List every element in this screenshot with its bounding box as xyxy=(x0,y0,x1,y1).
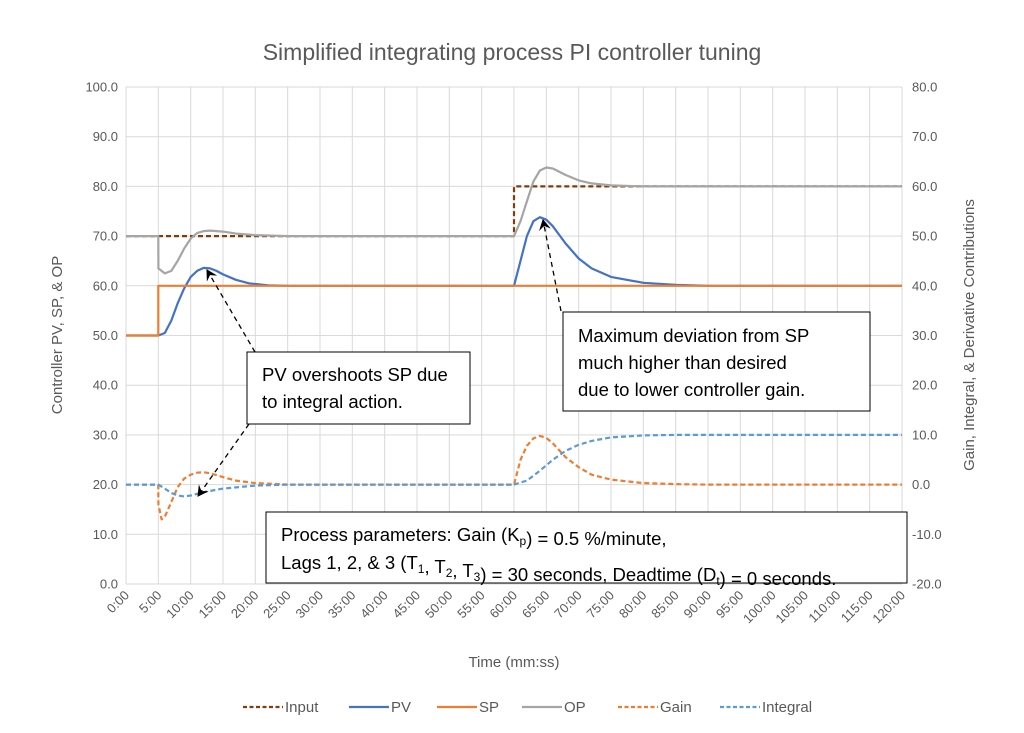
annotation-box xyxy=(265,511,908,584)
x-tick-label: 110:00 xyxy=(805,588,843,626)
chart-title: Simplified integrating process PI contro… xyxy=(263,39,762,65)
annotation-line: Process parameters: Gain (Kp) = 0.5 %/mi… xyxy=(281,524,667,549)
y2-tick-label: 20.0 xyxy=(912,378,937,393)
annotation-text: , T xyxy=(452,560,473,581)
legend-item-sp: SP xyxy=(437,699,499,716)
annotation-text: 3 xyxy=(474,570,481,584)
y-tick-label: 50.0 xyxy=(93,328,118,343)
y2-tick-label: 60.0 xyxy=(912,179,937,194)
annotation-text: 2 xyxy=(446,566,453,580)
annotation-params: Process parameters: Gain (Kp) = 0.5 %/mi… xyxy=(265,511,908,589)
annotation-line: due to lower controller gain. xyxy=(578,379,805,400)
y-tick-label: 70.0 xyxy=(93,229,118,244)
annotation-text: , T xyxy=(424,556,445,577)
x-tick-label: 40:00 xyxy=(357,588,391,622)
x-tick-label: 85:00 xyxy=(648,588,682,622)
x-tick-label: 120:00 xyxy=(869,588,908,627)
y2-tick-label: 0.0 xyxy=(912,477,930,492)
y2-tick-label: -20.0 xyxy=(912,577,942,592)
y-tick-label: 0.0 xyxy=(100,577,118,592)
arrow-to-integral-dip xyxy=(197,423,250,497)
y2-tick-label: 50.0 xyxy=(912,229,937,244)
y2-tick-label: 80.0 xyxy=(912,80,937,95)
legend-item-input: Input xyxy=(243,699,319,716)
annotation-text: Lags 1, 2, & 3 (T xyxy=(281,552,418,573)
y-tick-label: 40.0 xyxy=(93,378,118,393)
y2-axis-title: Gain, Integral, & Derivative Contributio… xyxy=(961,199,978,471)
x-tick-label: 90:00 xyxy=(681,588,715,622)
x-tick-label: 35:00 xyxy=(325,588,359,622)
arrow-to-pv-peak xyxy=(206,269,256,353)
x-tick-label: 30:00 xyxy=(293,588,327,622)
x-tick-label: 65:00 xyxy=(519,588,553,622)
x-tick-label: 60:00 xyxy=(487,588,521,622)
legend-label: OP xyxy=(564,699,586,716)
legend-item-pv: PV xyxy=(349,699,411,716)
x-tick-label: 100:00 xyxy=(740,588,779,627)
x-tick-label: 15:00 xyxy=(196,588,230,622)
x-tick-label: 115:00 xyxy=(838,588,876,626)
y-tick-label: 100.0 xyxy=(85,80,118,95)
legend-item-integral: Integral xyxy=(720,699,812,716)
x-tick-label: 80:00 xyxy=(616,588,650,622)
annotation-box xyxy=(562,311,871,412)
annotation-overshoot: PV overshoots SP due to integral action. xyxy=(197,269,471,497)
annotation-line: Maximum deviation from SP xyxy=(578,325,809,346)
arrow-to-pv-max xyxy=(539,219,562,312)
annotation-text: ) = 30 seconds, Deadtime (D xyxy=(480,564,716,585)
y-tick-label: 20.0 xyxy=(93,477,118,492)
y-tick-label: 60.0 xyxy=(93,278,118,293)
y2-tick-label: 40.0 xyxy=(912,278,937,293)
legend-label: Input xyxy=(285,699,319,716)
annotation-box xyxy=(246,351,471,425)
annotation-line: PV overshoots SP due xyxy=(262,364,448,385)
series-integral-line xyxy=(126,433,902,498)
legend-item-op: OP xyxy=(522,699,586,716)
annotation-text: t xyxy=(716,574,720,588)
x-tick-label: 20:00 xyxy=(228,588,262,622)
annotation-line: to integral action. xyxy=(262,391,403,412)
legend-label: Integral xyxy=(762,699,812,716)
annotation-text: p xyxy=(520,534,527,548)
legend-label: Gain xyxy=(660,699,692,716)
annotation-text: ) = 0 seconds. xyxy=(720,568,837,589)
annotation-text: 1 xyxy=(418,562,425,576)
x-tick-label: 55:00 xyxy=(454,588,488,622)
legend-item-gain: Gain xyxy=(618,699,692,716)
y-tick-label: 80.0 xyxy=(93,179,118,194)
x-tick-label: 70:00 xyxy=(551,588,585,622)
y-axis-title: Controller PV, SP, & OP xyxy=(49,256,66,414)
y-tick-label: 30.0 xyxy=(93,427,118,442)
x-tick-label: 50:00 xyxy=(422,588,456,622)
y2-tick-label: -10.0 xyxy=(912,527,942,542)
annotation-text: Process parameters: Gain (K xyxy=(281,524,520,545)
gridlines xyxy=(125,86,903,585)
y-tick-label: 90.0 xyxy=(93,129,118,144)
legend: Input PV SP OP Gain Integral xyxy=(243,699,812,716)
annotation-line: Lags 1, 2, & 3 (T1, T2, T3) = 30 seconds… xyxy=(281,552,836,589)
series-gain-line xyxy=(126,434,902,521)
series-sp-line xyxy=(126,284,902,337)
x-axis-title: Time (mm:ss) xyxy=(468,654,559,671)
y-tick-label: 10.0 xyxy=(93,527,118,542)
x-tick-label: 0:00 xyxy=(104,588,133,617)
annotation-deviation: Maximum deviation from SP much higher th… xyxy=(539,219,871,412)
annotation-text: ) = 0.5 %/minute, xyxy=(526,528,666,549)
legend-label: SP xyxy=(479,699,499,716)
y2-tick-label: 10.0 xyxy=(912,427,937,442)
x-tick-label: 75:00 xyxy=(584,588,618,622)
series-lines xyxy=(126,166,902,521)
series-op-line xyxy=(126,166,902,275)
x-tick-label: 10:00 xyxy=(163,588,197,622)
x-tick-label: 105:00 xyxy=(772,588,811,627)
y2-tick-label: 70.0 xyxy=(912,129,937,144)
x-tick-label: 45:00 xyxy=(390,588,424,622)
x-tick-label: 25:00 xyxy=(260,588,294,622)
x-tick-label: 5:00 xyxy=(136,588,165,617)
y2-tick-label: 30.0 xyxy=(912,328,937,343)
annotation-line: much higher than desired xyxy=(578,352,787,373)
legend-label: PV xyxy=(391,699,411,716)
